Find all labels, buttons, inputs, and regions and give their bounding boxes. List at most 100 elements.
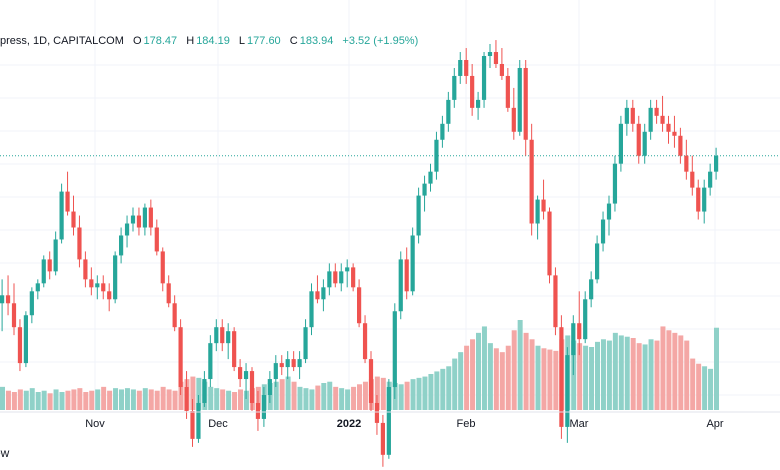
candle-body bbox=[130, 215, 136, 224]
volume-bar bbox=[83, 392, 89, 410]
volume-bar bbox=[380, 377, 386, 410]
candle bbox=[214, 319, 219, 352]
volume-bar bbox=[428, 374, 434, 410]
volume-bar bbox=[583, 345, 589, 410]
candle-body bbox=[541, 199, 546, 212]
candle bbox=[41, 255, 46, 288]
candle-body bbox=[654, 107, 659, 116]
candle-body bbox=[220, 327, 225, 344]
candle bbox=[273, 355, 278, 388]
candle-body bbox=[398, 259, 403, 312]
volume-bar bbox=[517, 320, 523, 410]
volume-bar bbox=[523, 332, 529, 410]
volume-bar bbox=[148, 389, 154, 410]
candle-body bbox=[333, 271, 338, 284]
candle-body bbox=[577, 323, 582, 340]
candle bbox=[672, 115, 677, 148]
candle bbox=[696, 179, 701, 220]
candle bbox=[160, 247, 165, 292]
candle bbox=[660, 95, 665, 132]
candle-body bbox=[708, 171, 713, 188]
candle bbox=[553, 267, 558, 336]
candle-body bbox=[416, 195, 421, 236]
candle bbox=[535, 195, 540, 240]
volume-bar bbox=[345, 389, 351, 410]
volume-bar bbox=[708, 368, 714, 410]
volume-bar bbox=[476, 332, 481, 410]
candle-body bbox=[208, 343, 213, 380]
candle bbox=[154, 219, 159, 256]
candle bbox=[571, 315, 576, 376]
volume-bar bbox=[618, 335, 624, 410]
volume-bar bbox=[630, 338, 636, 410]
volume-bar bbox=[77, 388, 83, 410]
candle-body bbox=[23, 315, 28, 364]
candle-body bbox=[17, 327, 23, 364]
candle bbox=[583, 291, 588, 344]
candle bbox=[5, 275, 11, 316]
volume-bar bbox=[5, 390, 11, 410]
candle bbox=[547, 207, 552, 284]
candle bbox=[29, 287, 34, 324]
candle bbox=[422, 175, 427, 212]
candle bbox=[107, 283, 112, 312]
candle-body bbox=[196, 402, 201, 439]
candle bbox=[35, 279, 40, 300]
candle-body bbox=[351, 267, 356, 288]
candle bbox=[11, 283, 17, 336]
candle-body bbox=[29, 291, 34, 316]
candle-body bbox=[559, 327, 564, 427]
candles bbox=[0, 40, 719, 467]
candle-body bbox=[41, 259, 46, 284]
volume-bar bbox=[553, 350, 559, 410]
candle-body bbox=[273, 363, 278, 380]
change-value: +3.52 (+1.95%) bbox=[342, 35, 419, 47]
candle bbox=[77, 215, 82, 268]
volume-bar bbox=[505, 345, 511, 410]
volume-bar bbox=[458, 352, 464, 410]
volume-bar bbox=[107, 390, 113, 410]
candle bbox=[523, 60, 528, 156]
volume-bar bbox=[172, 390, 178, 410]
candle bbox=[398, 251, 403, 320]
volume-bar bbox=[273, 381, 279, 410]
candle bbox=[636, 115, 641, 164]
candle bbox=[220, 319, 225, 352]
candle bbox=[380, 414, 385, 467]
volume-bar bbox=[595, 341, 600, 410]
candle-body bbox=[297, 359, 302, 368]
candle-body bbox=[600, 219, 606, 244]
low-label: L bbox=[238, 35, 246, 47]
candle bbox=[83, 251, 88, 288]
candle bbox=[690, 155, 695, 196]
candle-body bbox=[481, 56, 487, 100]
volume-bar bbox=[636, 343, 642, 410]
candle bbox=[684, 139, 689, 180]
candle-body bbox=[178, 327, 183, 388]
candle-body bbox=[154, 227, 159, 252]
volume-bar bbox=[493, 348, 499, 410]
candle-body bbox=[214, 327, 219, 344]
volume-bar bbox=[142, 388, 148, 410]
volume-bar bbox=[47, 393, 53, 410]
volume-bar bbox=[374, 376, 380, 410]
candle bbox=[392, 303, 397, 399]
volume-bar bbox=[53, 389, 59, 410]
volume-bar bbox=[214, 388, 220, 410]
candle-body bbox=[672, 131, 677, 136]
candle bbox=[612, 155, 618, 212]
volume-bar bbox=[357, 384, 362, 410]
volume-bar bbox=[89, 390, 95, 410]
volume-bar bbox=[297, 386, 303, 410]
volume-bar bbox=[535, 345, 541, 410]
candle bbox=[630, 99, 635, 132]
candle bbox=[416, 187, 421, 244]
candle-body bbox=[309, 291, 314, 328]
candle-body bbox=[142, 207, 147, 228]
candle-body bbox=[95, 283, 100, 288]
candle bbox=[386, 379, 391, 459]
candle-body bbox=[285, 359, 290, 368]
candle-body bbox=[47, 259, 52, 272]
